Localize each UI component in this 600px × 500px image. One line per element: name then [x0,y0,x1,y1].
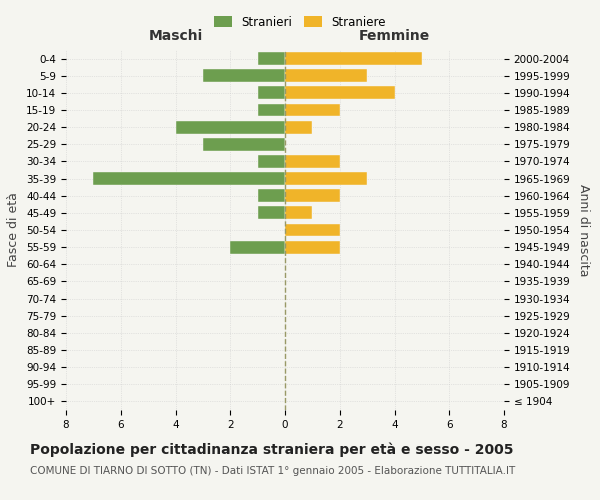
Bar [285,52,422,65]
Bar [285,104,340,117]
Y-axis label: Fasce di età: Fasce di età [7,192,20,268]
Bar [203,70,285,82]
Bar [257,206,285,220]
Text: COMUNE DI TIARNO DI SOTTO (TN) - Dati ISTAT 1° gennaio 2005 - Elaborazione TUTTI: COMUNE DI TIARNO DI SOTTO (TN) - Dati IS… [30,466,515,476]
Bar [257,104,285,117]
Bar [257,155,285,168]
Bar [285,206,313,220]
Bar [230,240,285,254]
Legend: Stranieri, Straniere: Stranieri, Straniere [209,11,391,34]
Bar [94,172,285,185]
Bar [285,70,367,82]
Text: Femmine: Femmine [359,29,430,43]
Bar [285,155,340,168]
Bar [285,224,340,236]
Bar [257,190,285,202]
Y-axis label: Anni di nascita: Anni di nascita [577,184,590,276]
Bar [285,172,367,185]
Bar [285,120,313,134]
Bar [176,120,285,134]
Bar [285,86,395,100]
Bar [257,86,285,100]
Bar [257,52,285,65]
Bar [285,190,340,202]
Bar [285,240,340,254]
Bar [203,138,285,150]
Text: Popolazione per cittadinanza straniera per età e sesso - 2005: Popolazione per cittadinanza straniera p… [30,442,514,457]
Text: Maschi: Maschi [148,29,203,43]
